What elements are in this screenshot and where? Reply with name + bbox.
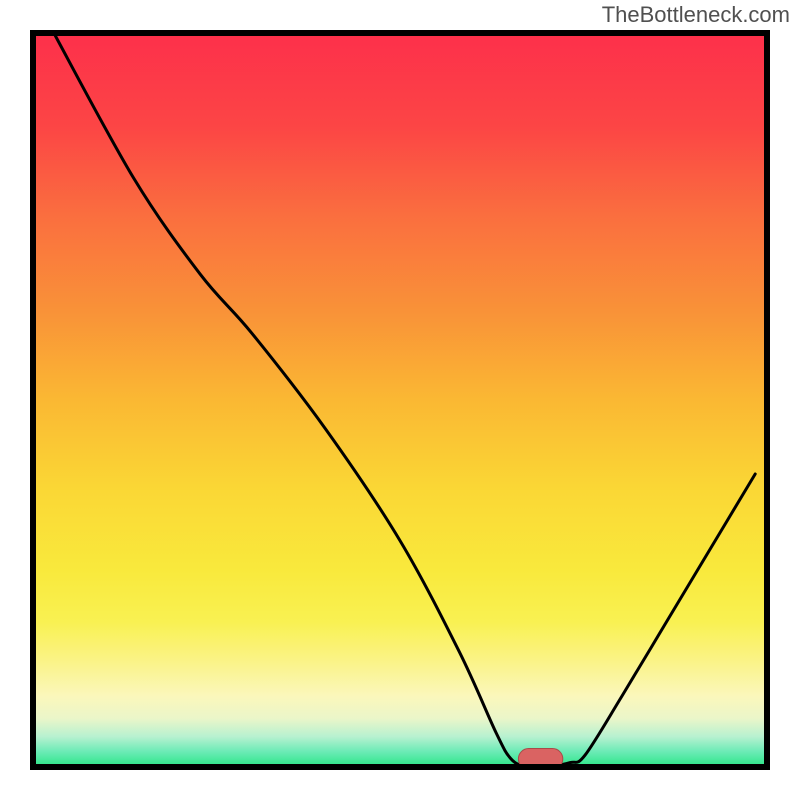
watermark-text: TheBottleneck.com <box>602 2 790 28</box>
chart-background <box>30 30 770 770</box>
bottleneck-chart <box>30 30 770 770</box>
chart-svg <box>30 30 770 770</box>
